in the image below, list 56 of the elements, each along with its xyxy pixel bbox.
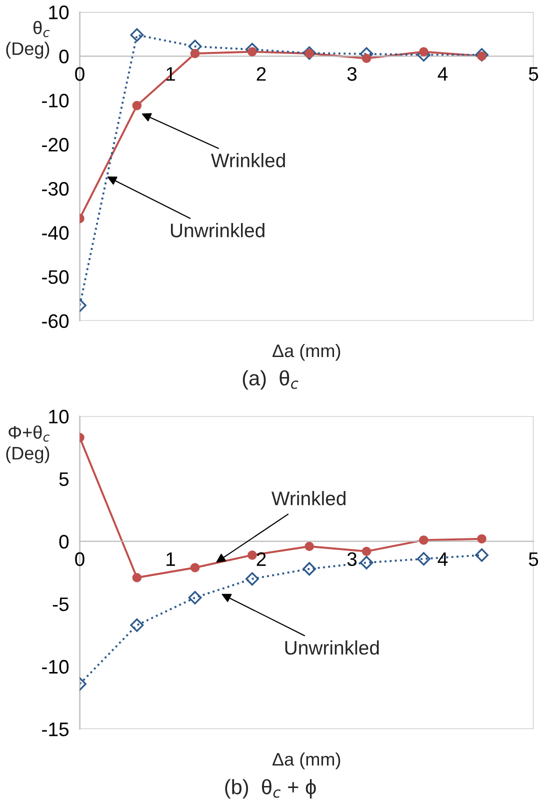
annotation: Unwrinkled [285, 640, 379, 655]
point [190, 48, 200, 58]
point [302, 46, 316, 60]
x-tick-label: 2 [256, 67, 266, 81]
point [132, 100, 142, 110]
annotation: Unwrinkled [170, 223, 264, 238]
annotation: Wrinkled [272, 491, 346, 506]
y-tick-label: -5 [52, 598, 69, 612]
y-tick-label: -15 [42, 722, 69, 736]
text: (a) θ$_{c}$ [242, 370, 298, 390]
point [132, 572, 142, 582]
y-tick-label: 0 [59, 534, 69, 549]
y-axis-title: θ$_{c}$ (Deg) [6, 20, 50, 59]
y-tick-label: -50 [42, 270, 69, 284]
point [416, 552, 430, 566]
x-tick-label: 5 [528, 67, 538, 81]
point [419, 47, 428, 56]
y-axis-title: Φ+θ$_{c}$ (Deg) [6, 426, 50, 464]
x-axis-title: Δa (mm) [272, 752, 340, 770]
x-tick-label: 4 [438, 67, 448, 81]
x-tick-label: 2 [256, 552, 266, 566]
text: (b) θ$_{c}$ + ϕ [225, 779, 316, 798]
point [304, 542, 314, 552]
point [475, 48, 488, 62]
y-tick-label: -40 [42, 226, 69, 240]
x-tick-label: 0 [75, 67, 84, 81]
point [130, 618, 144, 632]
y-tick-label: 5 [59, 472, 69, 486]
point [248, 550, 257, 560]
y-tick-label: -20 [42, 138, 69, 152]
point [130, 28, 144, 42]
point [419, 535, 428, 545]
x-tick-label: 3 [347, 67, 357, 81]
point [245, 572, 259, 586]
point [477, 534, 486, 544]
y-tick-label: 0 [59, 50, 69, 64]
point [362, 546, 372, 556]
point [360, 556, 374, 570]
point [362, 54, 372, 63]
x-tick-label: 4 [438, 552, 448, 566]
y-tick-label: 10 [49, 410, 69, 424]
annotation: Wrinkled [210, 153, 285, 168]
x-tick-label: 5 [528, 552, 538, 566]
x-tick-label: 1 [166, 552, 175, 566]
x-tick-label: 3 [347, 552, 357, 566]
point [475, 548, 488, 562]
point [188, 590, 202, 604]
y-tick-label: -10 [42, 94, 69, 108]
y-tick-label: -30 [42, 182, 69, 196]
x-tick-label: 0 [75, 552, 84, 566]
y-tick-label: -60 [42, 314, 69, 328]
y-tick-label: 10 [49, 6, 69, 20]
point [302, 562, 316, 576]
point [190, 562, 200, 572]
y-tick-label: -10 [42, 660, 69, 674]
x-axis-title: Δa (mm) [272, 344, 340, 361]
